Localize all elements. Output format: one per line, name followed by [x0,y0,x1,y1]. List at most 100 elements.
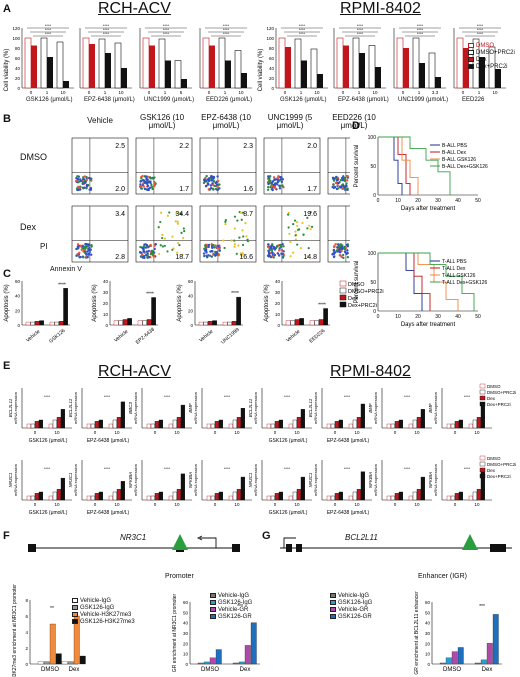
b-event [142,244,146,248]
f-exon-1 [28,544,36,552]
e-xtick: 10 [474,502,480,507]
e-gene-label: BMF [428,403,433,413]
e-bar [292,491,297,501]
e-bar [38,491,43,501]
e-gene-label: NR3C1 [248,472,253,487]
b-event [82,246,85,250]
e-bar [206,423,211,429]
b-event-apoptotic [306,216,309,220]
b-event-apoptotic [168,211,171,214]
a-ytick: 60 [269,56,275,61]
e-bar [300,476,305,501]
b-event-apoptotic [298,228,301,231]
e-bar [180,473,185,501]
e-bar [158,419,163,429]
b-event-apoptotic [294,238,297,241]
e-bar [446,495,451,501]
d-xtick: 10 [395,314,401,320]
b-event [270,243,274,246]
b-event [340,255,343,259]
g-exon-2 [296,544,302,552]
b-event [204,245,207,249]
g1-ytick: 60 [425,600,431,605]
d-legend-text: T-ALL Dex [442,266,466,272]
b-event-apoptotic [306,255,309,258]
d-xlabel: Days after treatment [401,206,456,212]
b-event-apoptotic [301,221,304,225]
e-bar [416,489,421,501]
b-event [341,253,345,257]
f1-bar [37,661,44,665]
b-event [217,253,221,256]
b-event [146,188,149,192]
b-event-apoptotic [236,219,239,222]
b-event-apoptotic [245,235,248,238]
e-bar [390,423,395,429]
c-bar [151,297,156,326]
b-event [217,179,220,183]
g1-xcat: Dex [482,667,493,673]
b-event [154,243,158,246]
legend-a-dex-prc2i: Dex+PRC2i [476,63,508,70]
f2-ytick: 40 [183,621,189,626]
e-bar [236,417,241,429]
a-xtick: 0 [284,90,287,95]
e-bar [356,489,361,501]
b-event [271,188,274,192]
e-bar [420,476,425,501]
e-gene-label: NFKBIA [428,472,433,488]
b-event-apoptotic [309,228,312,231]
g1-bar [486,643,493,665]
a-bar-dex [317,74,323,88]
e-bar [90,495,95,501]
c-legend-swatch [339,287,347,294]
e-bar [120,481,125,501]
b-event-apoptotic [294,234,297,237]
e-bar [278,419,283,429]
b-event [145,178,148,181]
f1-bar [61,661,68,665]
e-bar [232,419,237,429]
e-legend-swatch [479,461,486,467]
b-flow-plot [71,205,129,263]
f2-xcat: Dex [240,667,251,673]
b-event-apoptotic [163,237,167,240]
e-xtick: 10 [294,430,300,435]
a-xtick: 10 [314,90,320,95]
a-ytick: 40 [269,66,275,71]
a-bar-dex [105,53,111,88]
g1-bar [457,647,464,665]
d-legend-text: B-ALL PBS [442,143,468,149]
e-bar [416,417,421,429]
a-xtick: 3.3 [432,90,439,95]
d-ytick: 0 [373,193,376,199]
b-event [83,175,87,178]
a-xtick: 0 [148,90,151,95]
b-event [272,185,276,189]
a-bar-dmso [352,37,360,89]
a-bar-dmso [114,42,122,89]
c-ylabel: Apoptosis (%) [92,284,98,321]
e-xtick: 0 [334,430,337,435]
d-legend-text: B-ALL Dex [442,150,466,156]
b-event [338,246,342,250]
e-ylabel: mRNA expression [373,392,378,424]
a-sig-stars: **** [417,23,424,28]
a-bar-dex [301,60,307,88]
e-gene-label: NFKBIA [368,472,373,488]
e-bar [228,423,233,429]
e-legend-swatch [479,455,486,461]
b-event [333,245,336,249]
d-legend-text: B-ALL Dex+GSK126 [442,164,488,170]
d-xtick: 50 [475,198,481,204]
b-event [272,183,275,187]
e-xtick: 0 [154,430,157,435]
e-xtick: 10 [294,502,300,507]
b-event [146,182,149,186]
a-bar-dex [225,60,231,88]
a-bar-dex [209,45,215,88]
b-event [203,178,206,181]
e-bar [266,495,271,501]
b-event [337,181,340,185]
b-event [268,175,272,178]
